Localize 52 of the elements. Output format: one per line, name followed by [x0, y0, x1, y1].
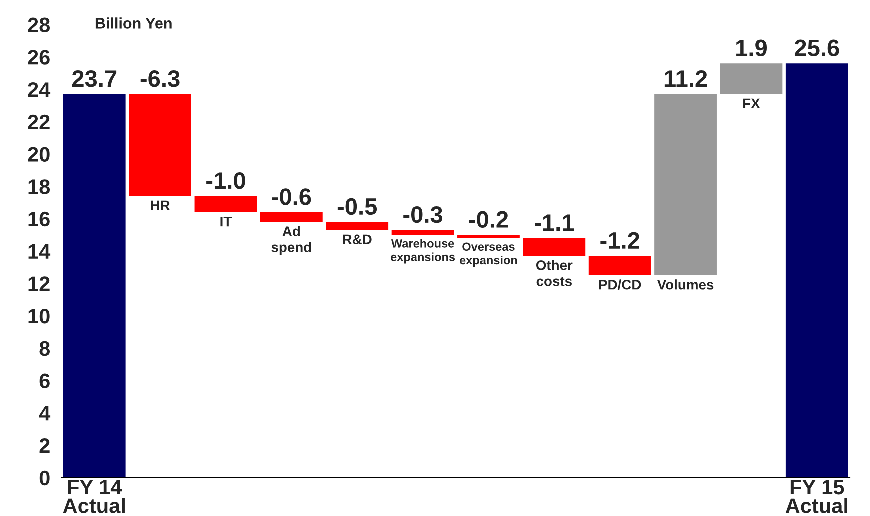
y-tick-label: 22 — [28, 114, 50, 130]
y-tick-label: 14 — [28, 244, 51, 259]
y-tick-label: 10 — [28, 309, 50, 324]
bar — [458, 235, 520, 238]
y-tick-label: 4 — [39, 406, 51, 421]
bar — [194, 196, 258, 212]
data-label: -0.2 — [469, 211, 508, 228]
data-label: -1.1 — [534, 214, 574, 232]
y-tick-label: 24 — [28, 82, 51, 98]
y-tick-label: 28 — [28, 18, 50, 33]
data-label: 23.7 — [72, 70, 117, 88]
bar — [720, 64, 783, 94]
y-tick-label: 6 — [40, 374, 50, 388]
y-tick-label: 26 — [28, 50, 50, 65]
y-tick-label: 12 — [28, 276, 50, 292]
y-tick-label: 16 — [28, 212, 50, 227]
y-tick-label: 18 — [28, 180, 50, 194]
data-label: -0.5 — [338, 198, 378, 216]
x-tick-label: Other costs — [536, 260, 573, 286]
bar — [392, 230, 454, 236]
x-tick-label: FX — [744, 98, 760, 108]
y-tick-label: 20 — [28, 147, 50, 162]
data-label: -1.2 — [600, 232, 640, 249]
y-tick-label: 2 — [40, 438, 50, 454]
data-label: 11.2 — [664, 70, 708, 88]
y-tick-label: 8 — [40, 341, 50, 356]
x-tick-label: HR — [151, 200, 170, 210]
x-tick-label: FY 15 Actual — [786, 480, 848, 514]
bar — [326, 222, 389, 230]
data-label: -6.3 — [140, 70, 180, 88]
x-tick-label: Warehouse expansions — [391, 239, 456, 264]
y-axis-title: Billion Yen — [96, 18, 172, 29]
x-tick-label: PD/CD — [599, 280, 642, 290]
x-tick-label: Ad spend — [272, 226, 312, 256]
x-tick-label: Volumes — [657, 280, 714, 290]
bar — [588, 256, 652, 276]
data-label: -1.0 — [206, 172, 246, 190]
bar — [63, 94, 126, 478]
x-tick-label: FY 14 Actual — [63, 480, 125, 514]
bar — [654, 94, 717, 276]
data-label: -0.6 — [272, 188, 312, 206]
data-label: 1.9 — [736, 40, 767, 57]
x-tick-label: R&D — [343, 234, 372, 245]
x-tick-label: IT — [220, 217, 232, 227]
bar — [523, 238, 586, 256]
bar — [786, 64, 848, 478]
bar — [260, 212, 323, 222]
bar — [129, 94, 192, 196]
x-tick-label: Overseas expansion — [460, 242, 518, 267]
y-tick-label: 0 — [40, 470, 50, 486]
data-label: -0.3 — [404, 206, 443, 224]
data-label: 25.6 — [794, 40, 840, 57]
